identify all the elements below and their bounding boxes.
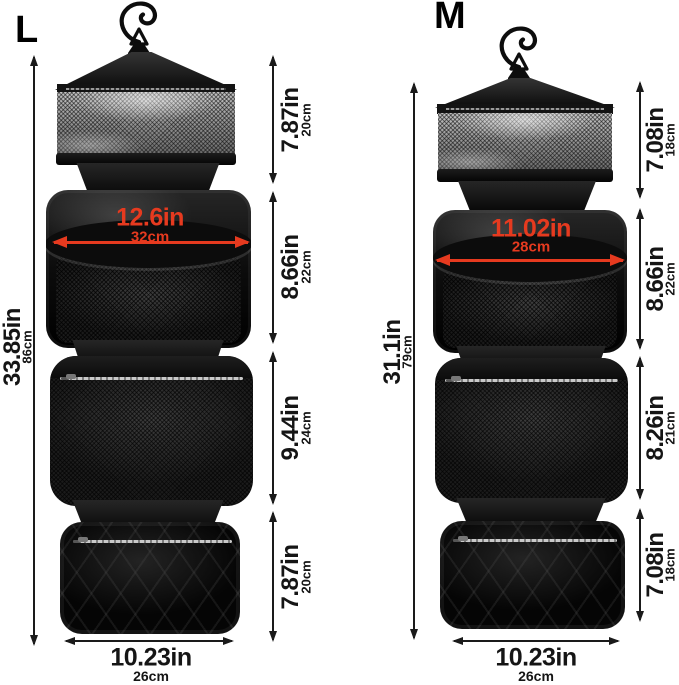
bag-l-panel-zipper-pull-icon bbox=[66, 374, 76, 379]
bag-m-total-height-arrow bbox=[409, 82, 418, 640]
bag-l-main-compartment bbox=[46, 190, 251, 348]
bag-l-bottom-width-arrow bbox=[64, 636, 234, 645]
bag-l-section-2-label-cm: 22cm bbox=[298, 250, 314, 284]
bag-m-main-compartment bbox=[433, 210, 627, 353]
bag-m-divider-band bbox=[437, 169, 613, 182]
bag-m-middle-mesh-panel bbox=[435, 358, 628, 503]
bag-m-section-3-arrow bbox=[635, 356, 644, 500]
bag-l-pouch-zipper bbox=[74, 540, 232, 543]
size-label-m: M bbox=[434, 0, 466, 37]
bag-m-section-1-label-cm: 18cm bbox=[662, 123, 678, 157]
bag-m-bottom-width-label-cm: 26cm bbox=[518, 668, 554, 684]
bag-l-middle-mesh-panel bbox=[50, 356, 253, 506]
bag-m-section-3-label-cm: 21cm bbox=[662, 411, 678, 445]
bag-l-pouch-zipper-pull-icon bbox=[78, 537, 88, 542]
bag-m-pouch-zipper-pull-icon bbox=[458, 536, 468, 541]
bag-l-bottom-width-label-cm: 26cm bbox=[133, 668, 169, 684]
bag-l-panel-top-band bbox=[50, 356, 253, 378]
bag-l-divider-band bbox=[56, 153, 236, 165]
bag-m-bottom-pouch bbox=[440, 521, 625, 629]
bag-l-section-1-label-cm: 20cm bbox=[298, 103, 314, 137]
bag-m-bottom-width-arrow bbox=[452, 636, 620, 645]
bag-m-pouch-zipper bbox=[454, 539, 617, 542]
size-label-l: L bbox=[15, 9, 39, 51]
bag-m-section-4-arrow bbox=[635, 508, 644, 622]
bag-l-panel-zipper bbox=[60, 377, 243, 380]
bag-l-bottom-width-label-in: 10.23in bbox=[110, 643, 192, 672]
bag-m-top-mesh-pocket bbox=[438, 113, 612, 171]
bag-l-total-height-arrow bbox=[29, 55, 38, 646]
bag-l-bottom-pouch bbox=[60, 522, 240, 634]
bag-l-open-width-arrow bbox=[52, 236, 250, 248]
bag-l-section-4-label-cm: 20cm bbox=[298, 560, 314, 594]
bag-l-section-2-arrow bbox=[268, 191, 277, 344]
bag-l-fold-upper bbox=[76, 163, 220, 195]
bag-m-panel-top-band bbox=[435, 358, 628, 380]
bag-m-open-width-label-cm: 28cm bbox=[511, 238, 551, 256]
bag-m-bottom-width-label-in: 10.23in bbox=[495, 643, 577, 672]
bag-m-open-width-label-in: 11.02in bbox=[491, 214, 571, 243]
bag-m-section-2-label-cm: 22cm bbox=[662, 262, 678, 296]
bag-m-panel-zipper-pull-icon bbox=[451, 376, 461, 381]
bag-l-top-zipper bbox=[57, 84, 235, 93]
bag-m-fold-upper bbox=[458, 181, 596, 211]
bag-m-main-mesh-pocket bbox=[433, 234, 627, 348]
bag-l-total-height-label-cm: 86cm bbox=[19, 330, 35, 364]
bag-l-section-3-arrow bbox=[268, 351, 277, 505]
bag-m-total-height-label-cm: 79cm bbox=[399, 335, 415, 369]
bag-l-section-4-arrow bbox=[268, 511, 277, 642]
bag-l-section-1-arrow bbox=[268, 55, 277, 184]
bag-l-top-mesh-pocket bbox=[57, 92, 235, 155]
bag-l-section-3-label-cm: 24cm bbox=[298, 411, 314, 445]
bag-m-section-1-arrow bbox=[635, 81, 644, 199]
bag-m-top-zipper bbox=[437, 104, 613, 114]
bag-l-open-width-label-in: 12.6in bbox=[116, 203, 184, 232]
bag-l-main-mesh-pocket bbox=[46, 220, 251, 343]
bag-m-section-4-label-cm: 18cm bbox=[662, 548, 678, 582]
bag-m-section-2-arrow bbox=[635, 208, 644, 350]
bag-m-open-width-arrow bbox=[435, 254, 625, 266]
bag-m-panel-zipper bbox=[445, 379, 618, 382]
